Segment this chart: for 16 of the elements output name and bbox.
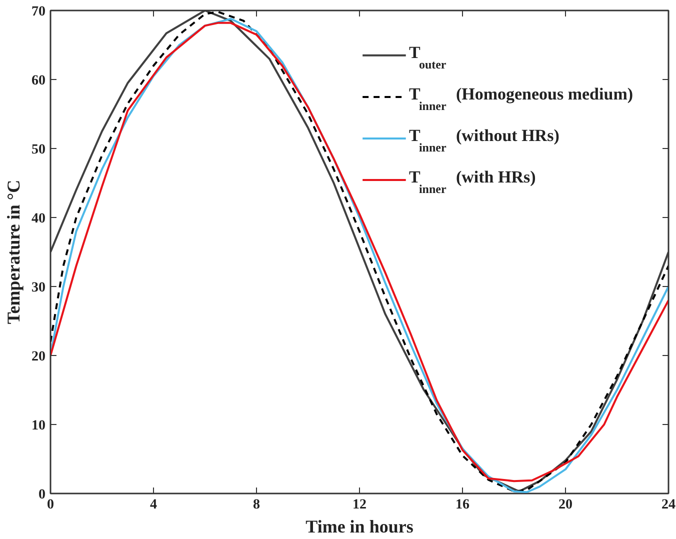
y-tick-label: 30	[32, 280, 46, 296]
x-tick-label: 8	[253, 498, 260, 512]
y-tick-label: 60	[32, 74, 46, 88]
y-tick-label: 0	[38, 488, 46, 502]
x-tick-label: 24	[662, 498, 676, 512]
y-axis-title: Temperature in °C	[4, 180, 24, 324]
y-tick-label: 40	[32, 212, 46, 226]
y-tick-label: 20	[32, 350, 46, 364]
x-tick-label: 4	[150, 498, 157, 512]
x-tick-label: 12	[352, 498, 366, 512]
y-tick-label: 50	[32, 142, 46, 158]
y-tick-label: 10	[32, 418, 46, 434]
x-tick-label: 16	[456, 498, 470, 512]
x-axis-title: Time in hours	[306, 516, 414, 536]
y-tick-label: 70	[32, 4, 46, 20]
x-tick-label: 20	[558, 498, 572, 512]
